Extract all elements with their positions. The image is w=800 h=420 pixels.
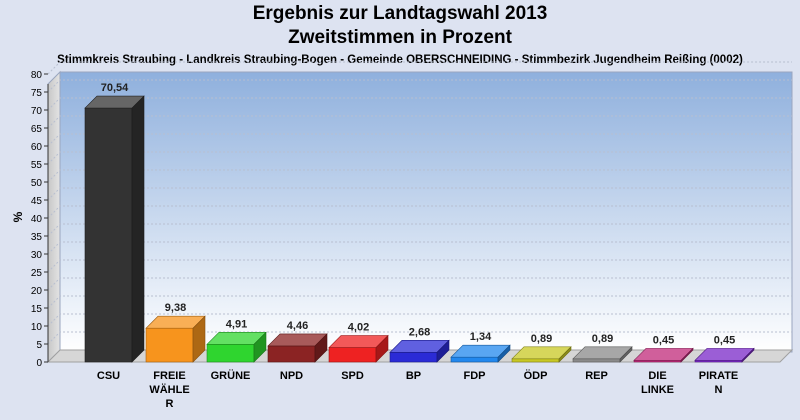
bar-side — [680, 347, 694, 363]
grid-line — [47, 205, 792, 219]
grid-line — [47, 241, 792, 255]
bar-front — [572, 358, 621, 363]
bar-side — [436, 339, 450, 363]
category-label: PIRATE — [699, 370, 739, 382]
value-label: 9,38 — [165, 302, 186, 314]
y-axis-label: % — [11, 211, 25, 222]
grid-line — [47, 151, 792, 165]
bar-6 — [450, 344, 511, 363]
bar-0 — [84, 95, 145, 363]
y-tick-label: 30 — [31, 250, 43, 261]
value-label: 4,91 — [226, 318, 247, 330]
y-tick-label: 40 — [31, 214, 43, 225]
grid-line — [47, 223, 792, 237]
plot-background — [59, 71, 793, 353]
grid-line — [47, 259, 792, 273]
y-tick-label: 20 — [31, 286, 43, 297]
y-tick-label: 80 — [31, 70, 43, 81]
bar-side — [375, 334, 389, 363]
bar-2 — [206, 331, 267, 363]
bar-front — [84, 107, 133, 363]
category-label: R — [166, 398, 174, 410]
category-label: ÖDP — [524, 369, 548, 382]
y-tick-label: 65 — [31, 124, 43, 135]
category-label: LINKE — [641, 384, 674, 396]
bar-1 — [145, 315, 206, 363]
y-tick-label: 15 — [31, 304, 43, 315]
y-tick-label: 70 — [31, 106, 43, 117]
y-tick-label: 25 — [31, 268, 43, 279]
grid-line — [47, 313, 792, 327]
grid-line — [47, 331, 792, 345]
y-tick-label: 10 — [31, 322, 43, 333]
category-label: FDP — [464, 370, 486, 382]
y-tick-label: 45 — [31, 196, 43, 207]
value-label: 0,89 — [531, 333, 552, 345]
y-tick-label: 50 — [31, 178, 43, 189]
bar-4 — [328, 334, 389, 363]
bar-5 — [389, 339, 450, 363]
y-tick-label: 60 — [31, 142, 43, 153]
y-tick-label: 35 — [31, 232, 43, 243]
grid-line — [47, 295, 792, 309]
category-label: SPD — [341, 370, 364, 382]
bar-front — [511, 358, 560, 363]
category-label: N — [715, 384, 723, 396]
category-label: BP — [406, 370, 421, 382]
value-label: 70,54 — [101, 82, 129, 94]
grid-line — [47, 187, 792, 201]
bar-side — [619, 346, 633, 363]
chart-subtitle-line: Zweitstimmen in Prozent — [288, 27, 512, 48]
grid-line — [47, 61, 792, 75]
category-label: NPD — [280, 370, 303, 382]
bar-front — [328, 347, 377, 363]
category-label: REP — [585, 370, 608, 382]
value-label: 4,02 — [348, 322, 369, 334]
bar-side — [497, 344, 511, 363]
bar-9 — [633, 347, 694, 363]
y-tick-label: 0 — [36, 358, 42, 369]
chart-title: Ergebnis zur Landtagswahl 2013 — [252, 3, 548, 24]
grid-line — [47, 97, 792, 111]
category-label: DIE — [648, 370, 666, 382]
bar-front — [145, 327, 194, 363]
y-tick-label: 75 — [31, 88, 43, 99]
bar-front — [389, 352, 438, 363]
bar-side — [741, 347, 755, 363]
bar-10 — [694, 347, 755, 363]
bar-7 — [511, 346, 572, 363]
category-label: WÄHLE — [149, 383, 189, 396]
y-tick-label: 55 — [31, 160, 43, 171]
category-label: GRÜNE — [211, 369, 251, 382]
category-label: CSU — [97, 370, 120, 382]
value-label: 0,89 — [592, 333, 613, 345]
grid-line — [47, 277, 792, 291]
bar-side — [558, 346, 572, 363]
grid-line — [47, 79, 792, 93]
bar-front — [450, 356, 499, 363]
bar-side — [192, 315, 206, 363]
y-tick-label: 5 — [36, 340, 42, 351]
grid-line — [47, 133, 792, 147]
value-label: 0,45 — [714, 334, 735, 346]
plot-left-wall — [47, 70, 61, 364]
bar-8 — [572, 346, 633, 363]
bar-3 — [267, 333, 328, 363]
bar-front — [206, 344, 255, 363]
bar-side — [314, 333, 328, 363]
bar-side — [253, 331, 267, 363]
bar-side — [131, 95, 145, 363]
value-label: 1,34 — [470, 331, 492, 343]
grid-line — [47, 169, 792, 183]
grid-line — [47, 115, 792, 129]
value-label: 2,68 — [409, 326, 430, 338]
value-label: 0,45 — [653, 334, 674, 346]
bar-front — [267, 345, 316, 363]
chart-subtitle: Stimmkreis Straubing - Landkreis Straubi… — [57, 54, 743, 66]
value-label: 4,46 — [287, 320, 308, 332]
category-label: FREIE — [153, 370, 185, 382]
